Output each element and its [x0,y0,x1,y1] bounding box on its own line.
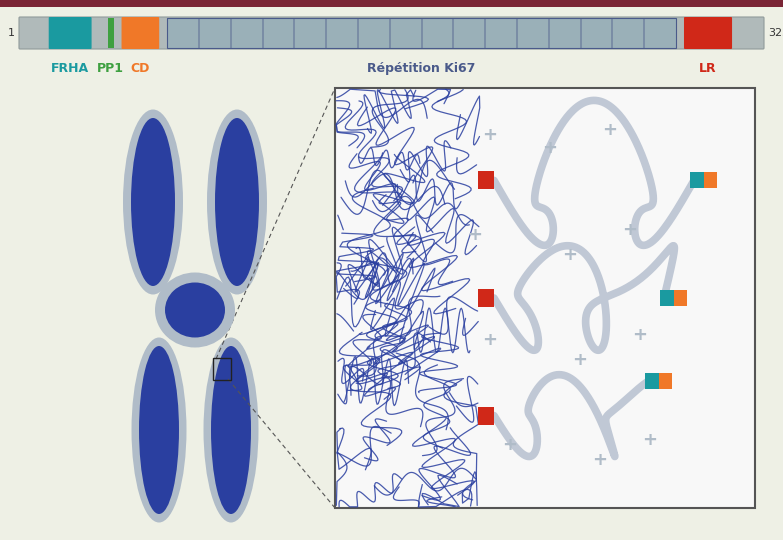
Bar [674,290,687,306]
Text: LR: LR [699,62,716,75]
Text: +: + [643,431,658,449]
FancyBboxPatch shape [19,17,764,49]
Ellipse shape [211,346,251,514]
Bar [478,289,494,307]
FancyBboxPatch shape [684,17,732,49]
Bar [229,18,232,48]
Text: +: + [467,226,482,244]
Text: +: + [562,246,578,264]
Ellipse shape [155,273,235,348]
Bar [612,18,613,48]
Text: +: + [633,326,648,344]
Bar [213,358,231,380]
Bar [325,18,327,48]
Bar [548,18,550,48]
Text: +: + [602,121,618,139]
Bar [645,373,659,389]
Text: CD: CD [131,62,150,75]
Bar [294,18,295,48]
Bar [484,18,486,48]
Bar [0,0,783,7]
Bar [262,18,264,48]
Bar [108,18,114,48]
Bar [516,18,518,48]
Text: 3256: 3256 [768,28,783,38]
Ellipse shape [165,282,225,338]
FancyBboxPatch shape [121,17,159,49]
Bar [198,18,200,48]
Bar [420,18,423,48]
Text: 1: 1 [8,28,15,38]
Bar [660,290,674,306]
Text: +: + [593,451,608,469]
Bar [644,18,645,48]
Ellipse shape [207,110,267,294]
Bar [389,18,391,48]
Text: +: + [503,436,518,454]
Bar [167,18,676,48]
Bar [335,88,755,508]
Bar [167,18,676,48]
Ellipse shape [131,118,175,286]
Bar [704,172,717,188]
Ellipse shape [123,110,183,294]
Text: +: + [543,139,557,157]
Bar [357,18,359,48]
Bar [478,171,494,190]
Text: FRHA: FRHA [51,62,89,75]
Bar [579,18,582,48]
Text: Répétition Ki67: Répétition Ki67 [367,62,476,75]
Ellipse shape [139,346,179,514]
Ellipse shape [204,338,258,523]
Ellipse shape [215,118,259,286]
Text: PP1: PP1 [97,62,124,75]
Ellipse shape [132,338,186,523]
FancyBboxPatch shape [49,17,92,49]
Bar [659,373,672,389]
Text: +: + [622,221,637,239]
Text: +: + [482,331,497,349]
Bar [453,18,454,48]
Bar [478,407,494,424]
Text: +: + [572,351,587,369]
Bar [690,172,704,188]
Text: +: + [482,126,497,144]
